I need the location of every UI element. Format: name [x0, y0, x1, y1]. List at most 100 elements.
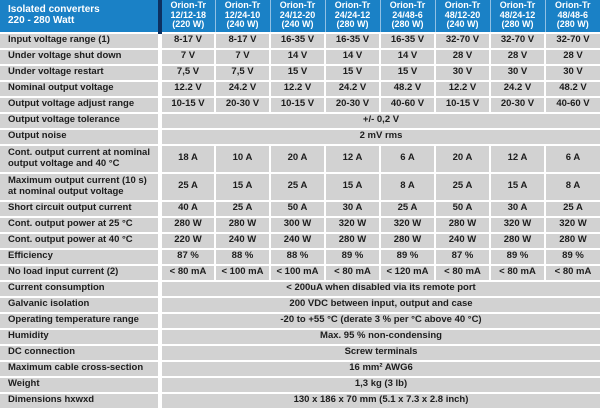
- table-title-line2: 220 - 280 Watt: [8, 15, 75, 27]
- spec-value: 50 A: [269, 199, 325, 217]
- model-power: (240 W): [281, 19, 314, 29]
- spec-value: < 80 mA: [159, 263, 215, 281]
- spec-value: 89 %: [544, 247, 600, 265]
- spec-value: 15 A: [489, 171, 545, 201]
- model-number: 48/12-20: [444, 9, 481, 20]
- spec-span-value: 2 mV rms: [160, 127, 600, 145]
- table-row: Maximum cable cross-section 16 mm² AWG6: [0, 359, 600, 377]
- spec-label-line1: Cont. output current at nominal: [8, 147, 150, 158]
- spec-value: < 80 mA: [324, 263, 380, 281]
- spec-value: 320 W: [379, 215, 435, 233]
- model-number: 48/24-12: [499, 9, 536, 20]
- spec-value: 320 W: [544, 215, 600, 233]
- spec-value: 280 W: [434, 215, 490, 233]
- spec-value: 240 W: [269, 231, 325, 249]
- spec-value: 280 W: [544, 231, 600, 249]
- spec-value: 320 W: [489, 215, 545, 233]
- table-row: Dimensions hxwxd 130 x 186 x 70 mm (5.1 x…: [0, 391, 600, 410]
- model-brand: Orion-Tr: [499, 0, 536, 10]
- spec-label-line1: Input voltage range (1): [8, 34, 110, 46]
- spec-value: 12.2 V: [159, 79, 215, 97]
- spec-value: 7 V: [214, 47, 270, 65]
- spec-label-line1: Dimensions hxwxd: [8, 394, 95, 406]
- spec-value: 240 W: [214, 231, 270, 249]
- spec-span-value: 200 VDC between input, output and case: [160, 295, 600, 313]
- spec-value: 8-17 V: [159, 31, 215, 49]
- spec-value: 28 V: [434, 47, 490, 65]
- spec-value: 25 A: [159, 171, 215, 201]
- spec-value: 40-60 V: [379, 95, 435, 113]
- model-power: (280 W): [501, 19, 534, 29]
- spec-label: Cont. output power at 40 °C: [0, 231, 162, 249]
- spec-span-value: Max. 95 % non-condensing: [160, 327, 600, 345]
- spec-span-value: Screw terminals: [160, 343, 600, 361]
- spec-value: 15 A: [214, 171, 270, 201]
- spec-value: 30 A: [489, 199, 545, 217]
- spec-label: No load input current (2): [0, 263, 162, 281]
- spec-value: 32-70 V: [544, 31, 600, 49]
- spec-label-line1: Galvanic isolation: [8, 298, 90, 310]
- spec-label-line1: Under voltage restart: [8, 66, 104, 78]
- spec-value: 8 A: [379, 171, 435, 201]
- table-row: Maximum output current (10 s) at nominal …: [0, 171, 600, 201]
- spec-value: 15 V: [324, 63, 380, 81]
- model-header: Orion-Tr 12/24-10 (240 W): [214, 0, 270, 34]
- spec-value: 20 A: [269, 143, 325, 173]
- spec-value: 10-15 V: [434, 95, 490, 113]
- model-brand: Orion-Tr: [279, 0, 316, 10]
- spec-label-line1: Under voltage shut down: [8, 50, 122, 62]
- spec-value: 12.2 V: [434, 79, 490, 97]
- spec-value: 40-60 V: [544, 95, 600, 113]
- spec-value: 15 V: [379, 63, 435, 81]
- model-power: (280 W): [556, 19, 589, 29]
- spec-value: 240 W: [434, 231, 490, 249]
- spec-value: < 80 mA: [489, 263, 545, 281]
- spec-span-value: 130 x 186 x 70 mm (5.1 x 7.3 x 2.8 inch): [160, 391, 600, 410]
- table-title-line1: Isolated converters: [8, 3, 100, 15]
- model-number: 24/48-6: [392, 9, 423, 20]
- model-power: (280 W): [391, 19, 424, 29]
- spec-label: Weight: [0, 375, 162, 393]
- spec-value: 7 V: [159, 47, 215, 65]
- spec-value: 24.2 V: [324, 79, 380, 97]
- spec-value: 89 %: [379, 247, 435, 265]
- spec-value: 28 V: [489, 47, 545, 65]
- spec-value: 7,5 V: [214, 63, 270, 81]
- spec-value: 10-15 V: [159, 95, 215, 113]
- model-header: Orion-Tr 48/24-12 (280 W): [489, 0, 545, 34]
- spec-span-value: 1,3 kg (3 lb): [160, 375, 600, 393]
- spec-value: 88 %: [214, 247, 270, 265]
- spec-value: 24.2 V: [214, 79, 270, 97]
- spec-span-value: 16 mm² AWG6: [160, 359, 600, 377]
- model-power: (240 W): [226, 19, 259, 29]
- spec-value: 25 A: [544, 199, 600, 217]
- table-row: Cont. output power at 40 °C 220 W 240 W 240…: [0, 231, 600, 249]
- table-row: Weight 1,3 kg (3 lb): [0, 375, 600, 393]
- spec-label: Current consumption: [0, 279, 162, 297]
- spec-value: 50 A: [434, 199, 490, 217]
- spec-value: 32-70 V: [434, 31, 490, 49]
- spec-label-line1: No load input current (2): [8, 266, 119, 278]
- spec-value: 10-15 V: [269, 95, 325, 113]
- model-brand: Orion-Tr: [444, 0, 481, 10]
- spec-label-line1: Output voltage tolerance: [8, 114, 120, 126]
- spec-label: Output noise: [0, 127, 162, 145]
- table-row: Input voltage range (1) 8-17 V 8-17 V 16-35…: [0, 31, 600, 49]
- spec-value: 16-35 V: [324, 31, 380, 49]
- spec-label: Cont. output power at 25 °C: [0, 215, 162, 233]
- spec-label: Efficiency: [0, 247, 162, 265]
- spec-span-value: +/- 0,2 V: [160, 111, 600, 129]
- table-title: Isolated converters 220 - 280 Watt: [0, 0, 162, 34]
- spec-label-line1: Operating temperature range: [8, 314, 139, 326]
- spec-label-line1: Maximum output current (10 s): [8, 175, 147, 186]
- model-header: Orion-Tr 24/24-12 (280 W): [324, 0, 380, 34]
- model-header: Orion-Tr 48/12-20 (240 W): [434, 0, 490, 34]
- model-power: (240 W): [446, 19, 479, 29]
- model-header: Orion-Tr 12/12-18 (220 W): [159, 0, 215, 34]
- spec-label-line2: at nominal output voltage: [8, 185, 124, 197]
- spec-value: 30 V: [489, 63, 545, 81]
- spec-label: Under voltage restart: [0, 63, 162, 81]
- table-row: Humidity Max. 95 % non-condensing: [0, 327, 600, 345]
